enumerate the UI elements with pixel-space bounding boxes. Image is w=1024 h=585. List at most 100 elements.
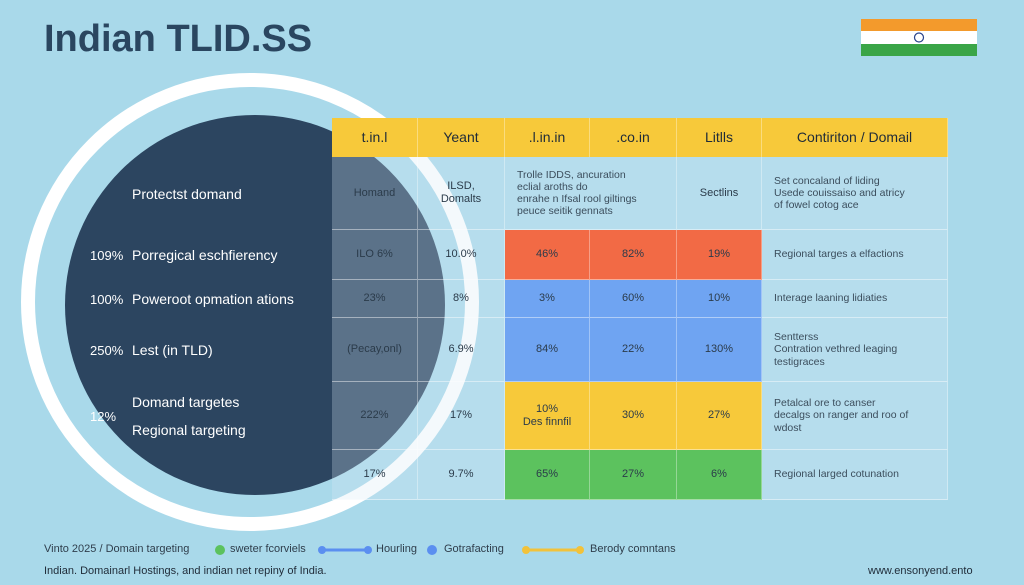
cell-line: 65% <box>535 468 559 481</box>
column-header: .co.in <box>590 118 677 157</box>
table-cell: 8% <box>418 280 505 318</box>
table-cell: Homand <box>332 157 418 230</box>
india-flag <box>861 19 977 56</box>
table-cell: Regional larged cotunation <box>762 450 948 500</box>
row-label-line: Domand targetes <box>132 394 240 410</box>
title: Indian TLID.SS <box>44 18 313 60</box>
table-cell: 82% <box>590 230 677 280</box>
cell-line: 46% <box>535 248 559 261</box>
cell-line: Sectlins <box>699 186 739 199</box>
cell-line: ILSD, <box>447 180 475 193</box>
row-label: Protectst domand <box>132 157 242 230</box>
column-header: Yeant <box>418 118 505 157</box>
cell-line: 10% <box>535 402 559 415</box>
table-cell: 27% <box>677 382 762 450</box>
table-cell: 6% <box>677 450 762 500</box>
cell-line: Petalcal ore to canser <box>774 397 876 410</box>
cell-line: 23% <box>363 292 386 305</box>
cell-line: Domalts <box>440 193 482 205</box>
table-cell: Trolle IDDS, ancuration eclial aroths do e… <box>505 157 677 230</box>
table-cell: Sectlins <box>677 157 762 230</box>
row-percent: 12% <box>90 408 117 424</box>
cell-line: Homand <box>353 186 396 199</box>
row-percent: 109% <box>90 247 124 263</box>
table-cell: 10% Des finnfil <box>505 382 590 450</box>
row-label: Lest (in TLD) <box>132 318 213 382</box>
table-cell: Interage laaning lidiaties <box>762 280 948 318</box>
cell-line: 10.0% <box>445 248 477 261</box>
table-cell: 46% <box>505 230 590 280</box>
cell-line: 17% <box>449 409 473 422</box>
table-cell: 60% <box>590 280 677 318</box>
cell-line: 130% <box>704 343 734 356</box>
legend-item: Hourling <box>376 543 417 555</box>
row-percent: 100% <box>90 291 124 307</box>
cell-line: 22% <box>621 343 645 356</box>
table-cell: 130% <box>677 318 762 382</box>
table-cell: Sentterss Contration vethred leaging testi… <box>762 318 948 382</box>
table-cell: 30% <box>590 382 677 450</box>
cell-line: 82% <box>621 248 645 261</box>
column-header: t.in.l <box>332 118 418 157</box>
row-label-line: Protectst domand <box>132 185 242 202</box>
cell-line: Contration vethred leaging <box>774 343 898 356</box>
row-label: Poweroot opmation ations <box>132 280 294 318</box>
table-cell: Petalcal ore to canser decalgs on ranger … <box>762 382 948 450</box>
legend-item: Vinto 2025 / Domain targeting <box>44 543 190 555</box>
column-header: .l.in.in <box>505 118 590 157</box>
cell-line: Interage laaning lidiaties <box>774 292 888 305</box>
cell-line: decalgs on ranger and roo of <box>774 409 909 422</box>
cell-line: (Pecay,onl) <box>347 343 402 356</box>
legend-item: sweter fcorviels <box>230 543 306 555</box>
column-header: Contiriton / Domail <box>762 118 948 157</box>
table-cell: 3% <box>505 280 590 318</box>
row-label-line: Porregical eschfierency <box>132 247 278 263</box>
cell-line: 9.7% <box>448 468 474 481</box>
table-cell: 65% <box>505 450 590 500</box>
table-cell: Regional targes a elfactions <box>762 230 948 280</box>
legend-item: Berody comntans <box>590 543 676 555</box>
table-cell: Set concaland of liding Usede couissaiso … <box>762 157 948 230</box>
table-cell: 10% <box>677 280 762 318</box>
ring <box>21 73 479 531</box>
column-header: Litlls <box>677 118 762 157</box>
table-cell: 27% <box>590 450 677 500</box>
cell-line: wdost <box>774 421 802 434</box>
footer-url: www.ensonyend.ento <box>868 565 973 577</box>
cell-line: 10% <box>707 292 731 305</box>
table-cell: ILSD, Domalts <box>418 157 505 230</box>
row-percent: 250% <box>90 342 124 358</box>
table-cell: 10.0% <box>418 230 505 280</box>
row-label-line: Regional targeting <box>132 422 246 438</box>
cell-line: peuce seitik gennats <box>517 205 613 218</box>
cell-line: Usede couissaiso and atricy <box>774 186 905 199</box>
cell-line: enrahe n Ifsal rool giltings <box>517 193 637 205</box>
row-label-line: Poweroot opmation ations <box>132 291 294 307</box>
row-label: Porregical eschfierency <box>132 230 278 280</box>
table-cell: 17% <box>418 382 505 450</box>
row-label-line: Lest (in TLD) <box>132 342 213 358</box>
cell-line: 3% <box>539 292 555 305</box>
table-cell: 9.7% <box>418 450 505 500</box>
cell-line: 27% <box>621 468 645 481</box>
table-cell: 17% <box>332 450 418 500</box>
table-cell: 23% <box>332 280 418 318</box>
cell-line: Set concaland of liding <box>774 174 880 187</box>
cell-line: of fowel cotog ace <box>774 199 859 212</box>
table-cell: 19% <box>677 230 762 280</box>
cell-line: 27% <box>707 409 731 422</box>
cell-line: Trolle IDDS, ancuration <box>517 168 626 181</box>
cell-line: eclial aroths do <box>517 180 588 193</box>
footer-note: Indian. Domainarl Hostings, and indian n… <box>44 565 327 577</box>
cell-line: 222% <box>360 409 389 422</box>
cell-line: 6% <box>711 468 727 481</box>
table-cell: (Pecay,onl) <box>332 318 418 382</box>
row-label: Domand targetes Regional targeting <box>132 382 246 450</box>
cell-line: 60% <box>621 292 645 305</box>
cell-line: 17% <box>363 468 386 481</box>
cell-line: 84% <box>535 343 559 356</box>
cell-line: 8% <box>453 292 469 305</box>
cell-line: Des finnfil <box>522 415 572 428</box>
